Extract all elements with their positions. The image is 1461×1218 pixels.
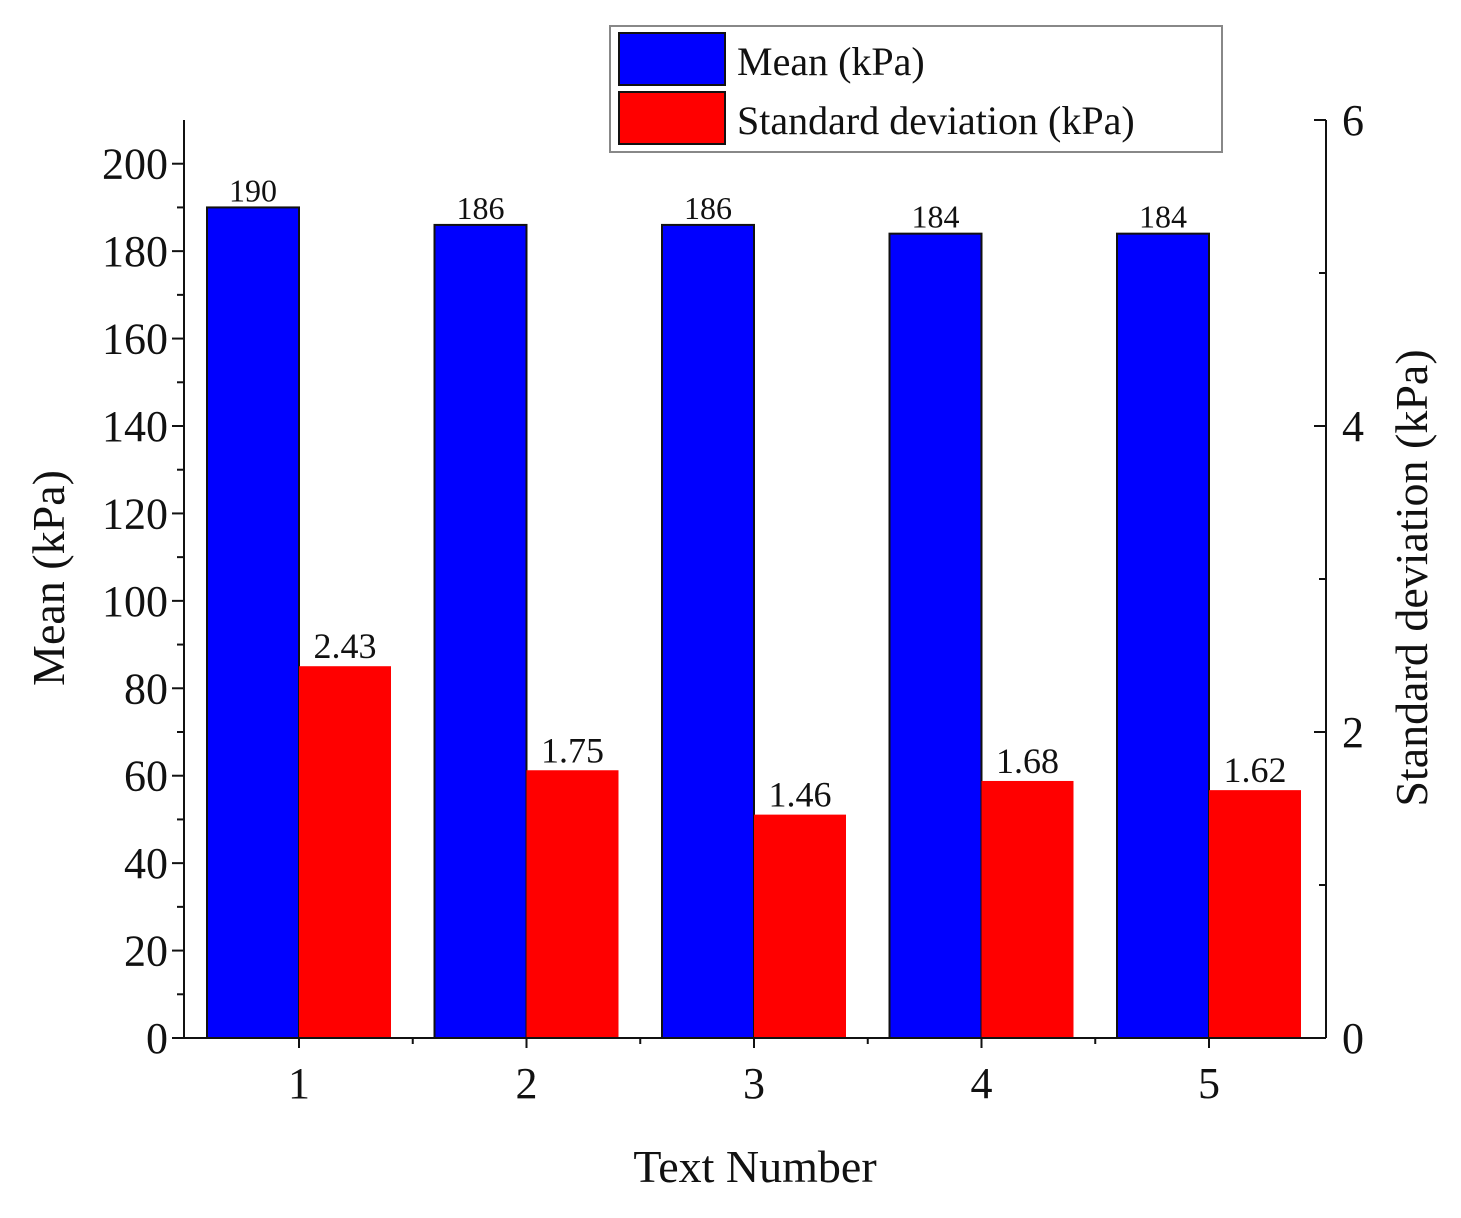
plot-area: 190 2.43 186 1.75 186 1.46 184 1.68 184 1.62 (206, 172, 1301, 1039)
x-tick-label: 3 (743, 1059, 765, 1108)
left-tick-label: 60 (124, 752, 168, 801)
left-tick-label: 180 (102, 227, 168, 276)
mean-bar (433, 223, 528, 1039)
x-tick-label: 5 (1198, 1059, 1220, 1108)
right-y-ticks: 0 2 4 6 (1314, 96, 1364, 1063)
x-tick-label: 4 (971, 1059, 993, 1108)
right-tick-label: 4 (1342, 402, 1364, 451)
x-tick-label: 1 (288, 1059, 310, 1108)
axes: 0 20 40 60 80 100 120 140 160 180 200 0 2 4 6 1 2 3 4 5 (102, 96, 1364, 1108)
mean-value-label: 186 (457, 190, 505, 226)
left-tick-label: 100 (102, 577, 168, 626)
legend: Mean (kPa) Standard deviation (kPa) (609, 25, 1223, 153)
std-value-label: 1.46 (769, 775, 832, 815)
y2-axis-title: Standard deviation (kPa) (1386, 349, 1437, 806)
legend-label-std: Standard deviation (kPa) (737, 98, 1135, 143)
mean-bars (206, 206, 1210, 1039)
x-axis-title: Text Number (633, 1141, 876, 1192)
std-value-label: 1.68 (996, 741, 1059, 781)
std-bar (981, 780, 1074, 1038)
left-y-ticks: 0 20 40 60 80 100 120 140 160 180 200 (102, 140, 184, 1063)
mean-value-label: 184 (912, 199, 960, 235)
mean-value-label: 186 (684, 190, 732, 226)
left-tick-label: 0 (146, 1014, 168, 1063)
left-tick-label: 200 (102, 140, 168, 189)
right-tick-label: 0 (1342, 1014, 1364, 1063)
std-bar (526, 770, 619, 1038)
left-tick-label: 80 (124, 664, 168, 713)
mean-bar (661, 223, 755, 1039)
right-tick-label: 6 (1342, 96, 1364, 145)
left-tick-label: 20 (124, 927, 168, 976)
left-tick-label: 160 (102, 315, 168, 364)
left-tick-label: 120 (102, 489, 168, 538)
x-tick-label: 2 (516, 1059, 538, 1108)
x-ticks: 1 2 3 4 5 (288, 1038, 1220, 1108)
mean-bar (206, 206, 300, 1039)
legend-swatch-mean (618, 32, 726, 86)
std-value-label: 2.43 (314, 626, 377, 666)
left-tick-label: 40 (124, 839, 168, 888)
std-bars (299, 666, 1301, 1038)
left-tick-label: 140 (102, 402, 168, 451)
std-bar (754, 814, 846, 1038)
legend-label-mean: Mean (kPa) (737, 39, 925, 84)
value-labels: 190 2.43 186 1.75 186 1.46 184 1.68 184 1.62 (229, 172, 1287, 814)
std-bar (1209, 790, 1301, 1038)
std-value-label: 1.75 (541, 730, 604, 770)
y-axis-title: Mean (kPa) (23, 470, 74, 686)
std-value-label: 1.62 (1224, 750, 1287, 790)
std-bar (299, 666, 391, 1038)
mean-bar (888, 232, 983, 1039)
mean-value-label: 184 (1139, 199, 1187, 235)
mean-bar (1116, 232, 1210, 1039)
right-tick-label: 2 (1342, 708, 1364, 757)
mean-value-label: 190 (229, 172, 277, 208)
legend-swatch-std (618, 91, 726, 145)
